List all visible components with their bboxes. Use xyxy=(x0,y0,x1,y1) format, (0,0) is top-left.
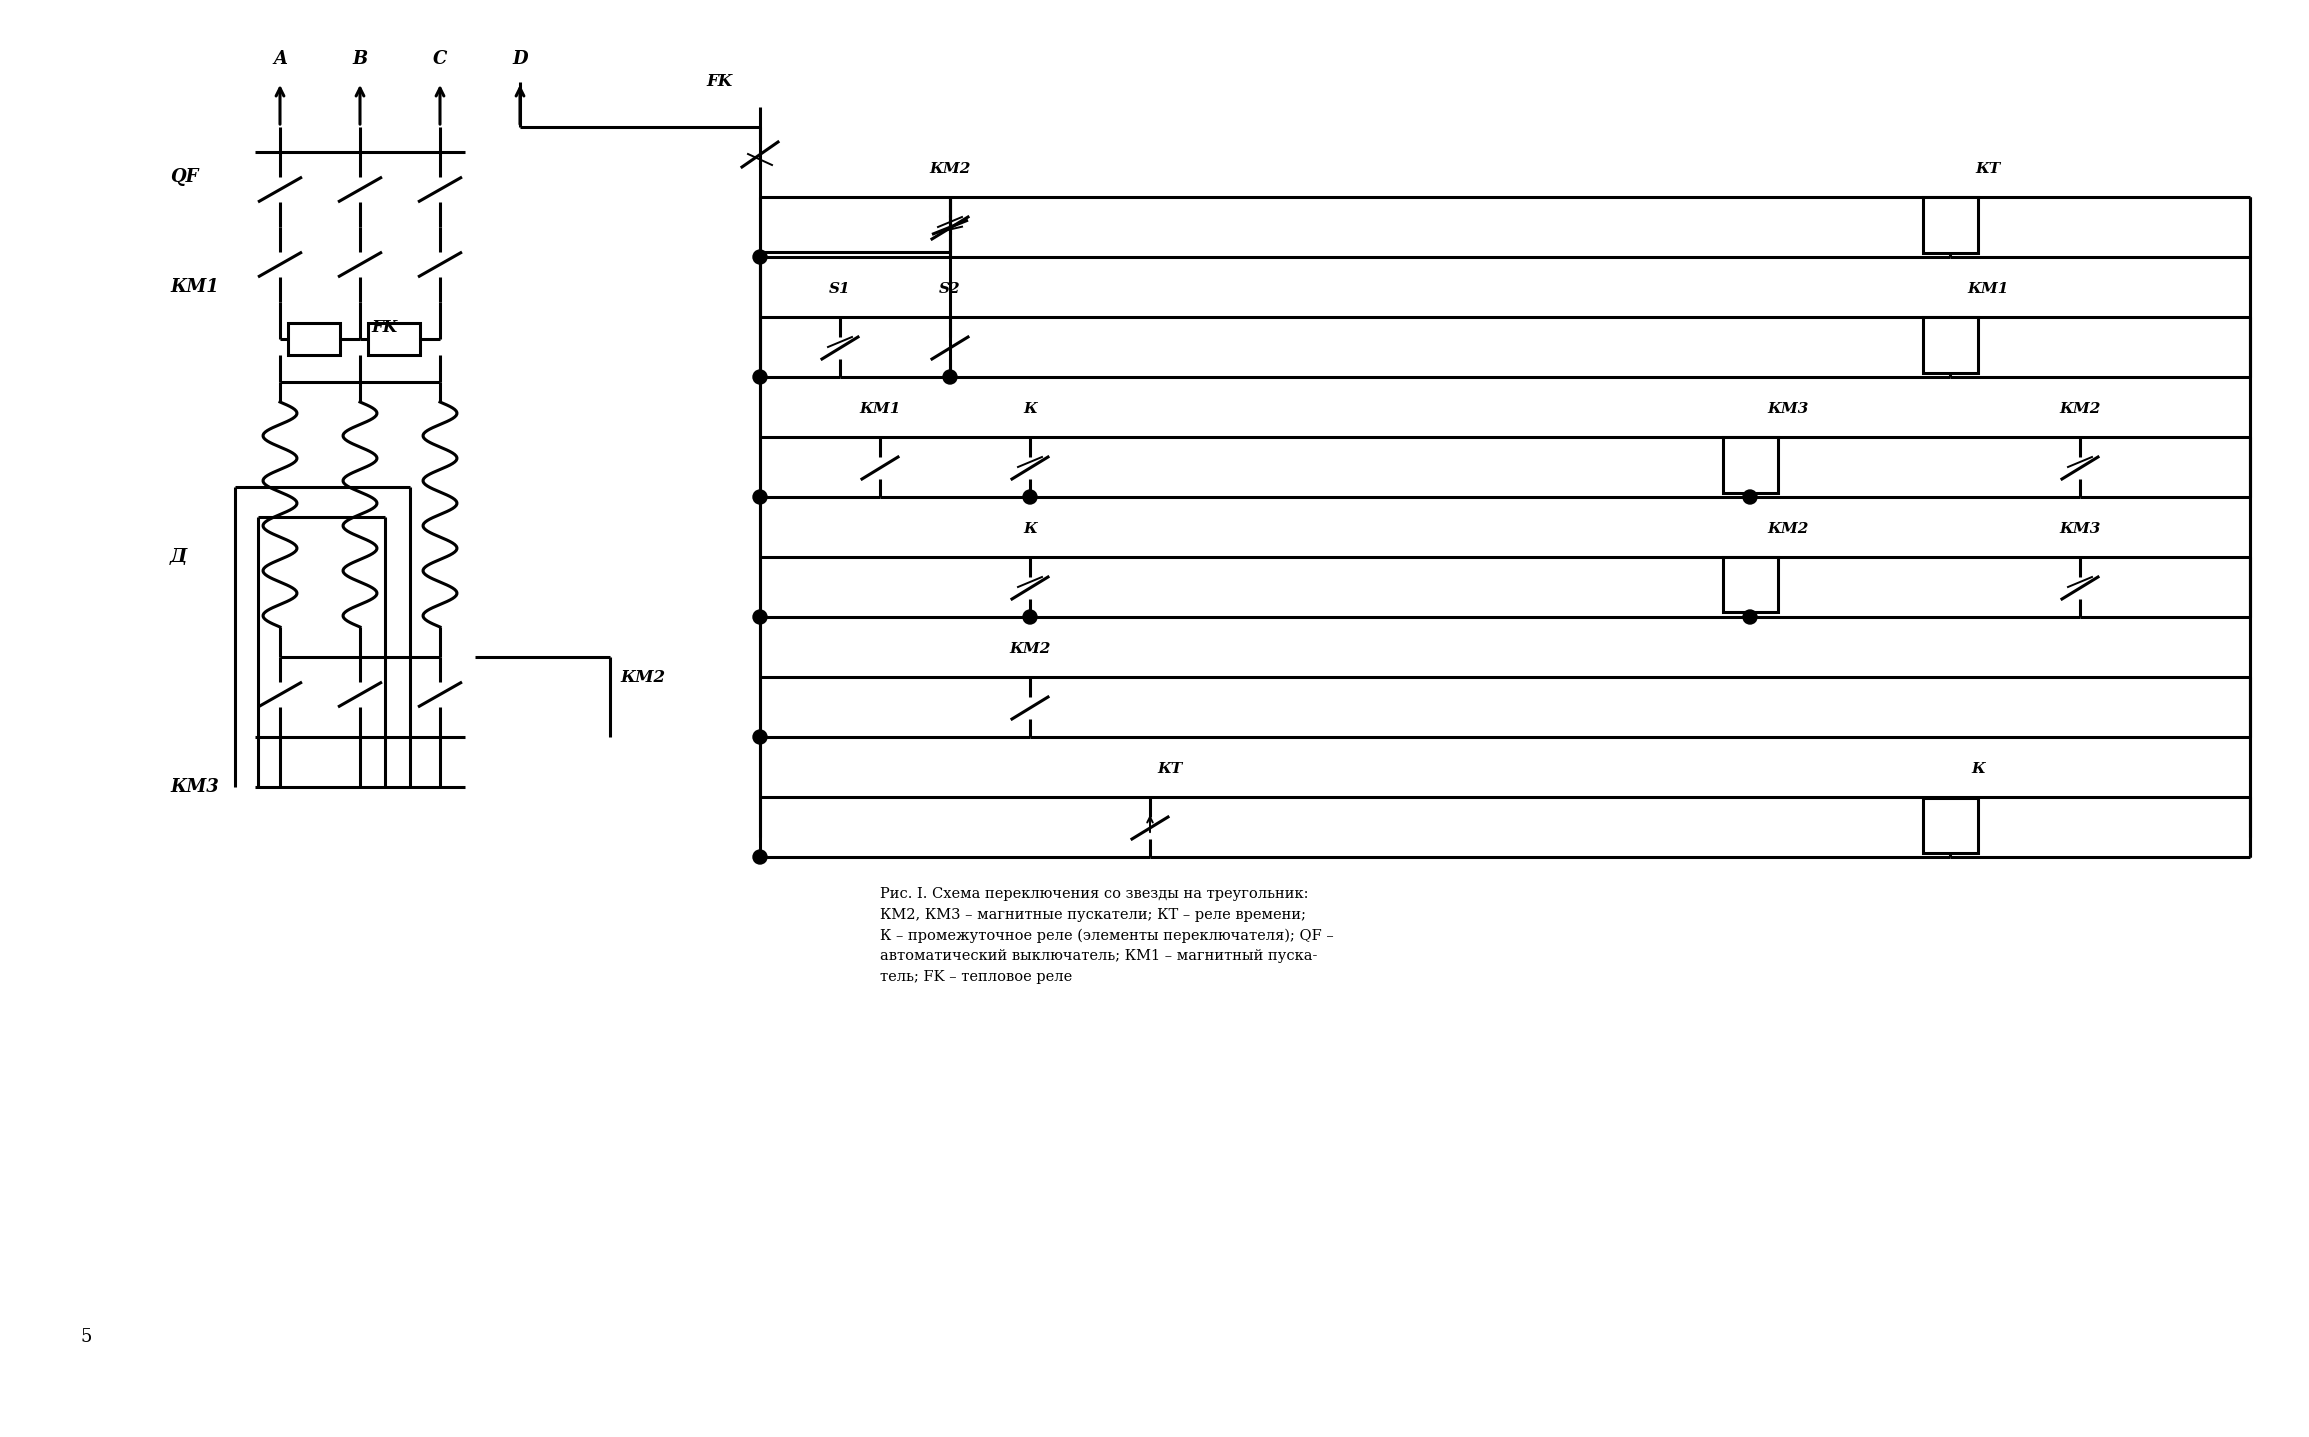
Text: КМ3: КМ3 xyxy=(1766,402,1808,415)
Circle shape xyxy=(1023,609,1037,624)
Text: КМ2: КМ2 xyxy=(1766,522,1808,536)
Text: S1: S1 xyxy=(829,282,850,296)
Circle shape xyxy=(1743,609,1757,624)
Text: КМ2: КМ2 xyxy=(621,668,665,685)
Circle shape xyxy=(942,369,956,384)
Bar xyxy=(367,323,420,355)
Bar xyxy=(1923,798,1977,852)
Text: К: К xyxy=(1023,522,1037,536)
Circle shape xyxy=(753,609,767,624)
Bar xyxy=(1923,318,1977,372)
Text: КТ: КТ xyxy=(1157,762,1182,776)
Bar xyxy=(1923,197,1977,253)
Text: FK: FK xyxy=(372,319,397,335)
Circle shape xyxy=(753,490,767,504)
Text: Д: Д xyxy=(171,547,187,566)
Text: КМ1: КМ1 xyxy=(171,277,219,296)
Text: 5: 5 xyxy=(81,1328,92,1346)
Bar xyxy=(289,323,339,355)
Text: КМ2: КМ2 xyxy=(2060,402,2101,415)
Circle shape xyxy=(753,250,767,264)
Text: КМ3: КМ3 xyxy=(2060,522,2101,536)
Text: КМ2: КМ2 xyxy=(928,162,970,175)
Circle shape xyxy=(1023,490,1037,504)
Text: S2: S2 xyxy=(940,282,961,296)
Text: К: К xyxy=(1972,762,1986,776)
Text: D: D xyxy=(513,50,529,68)
Text: К: К xyxy=(1023,402,1037,415)
Text: A: A xyxy=(272,50,286,68)
Bar xyxy=(1723,437,1778,493)
Text: КТ: КТ xyxy=(1977,162,2000,175)
Text: C: C xyxy=(432,50,448,68)
Text: QF: QF xyxy=(171,168,199,185)
Circle shape xyxy=(753,851,767,864)
Text: КМ1: КМ1 xyxy=(859,402,901,415)
Circle shape xyxy=(753,730,767,744)
Text: FK: FK xyxy=(707,73,734,91)
Circle shape xyxy=(753,369,767,384)
Text: Рис. I. Схема переключения со звезды на треугольник:
КМ2, КМ3 – магнитные пускат: Рис. I. Схема переключения со звезды на … xyxy=(880,887,1335,984)
Text: B: B xyxy=(353,50,367,68)
Text: КМ3: КМ3 xyxy=(171,777,219,796)
Text: КМ2: КМ2 xyxy=(1009,642,1051,657)
Text: КМ1: КМ1 xyxy=(1967,282,2009,296)
Circle shape xyxy=(1743,490,1757,504)
Bar xyxy=(1723,558,1778,612)
